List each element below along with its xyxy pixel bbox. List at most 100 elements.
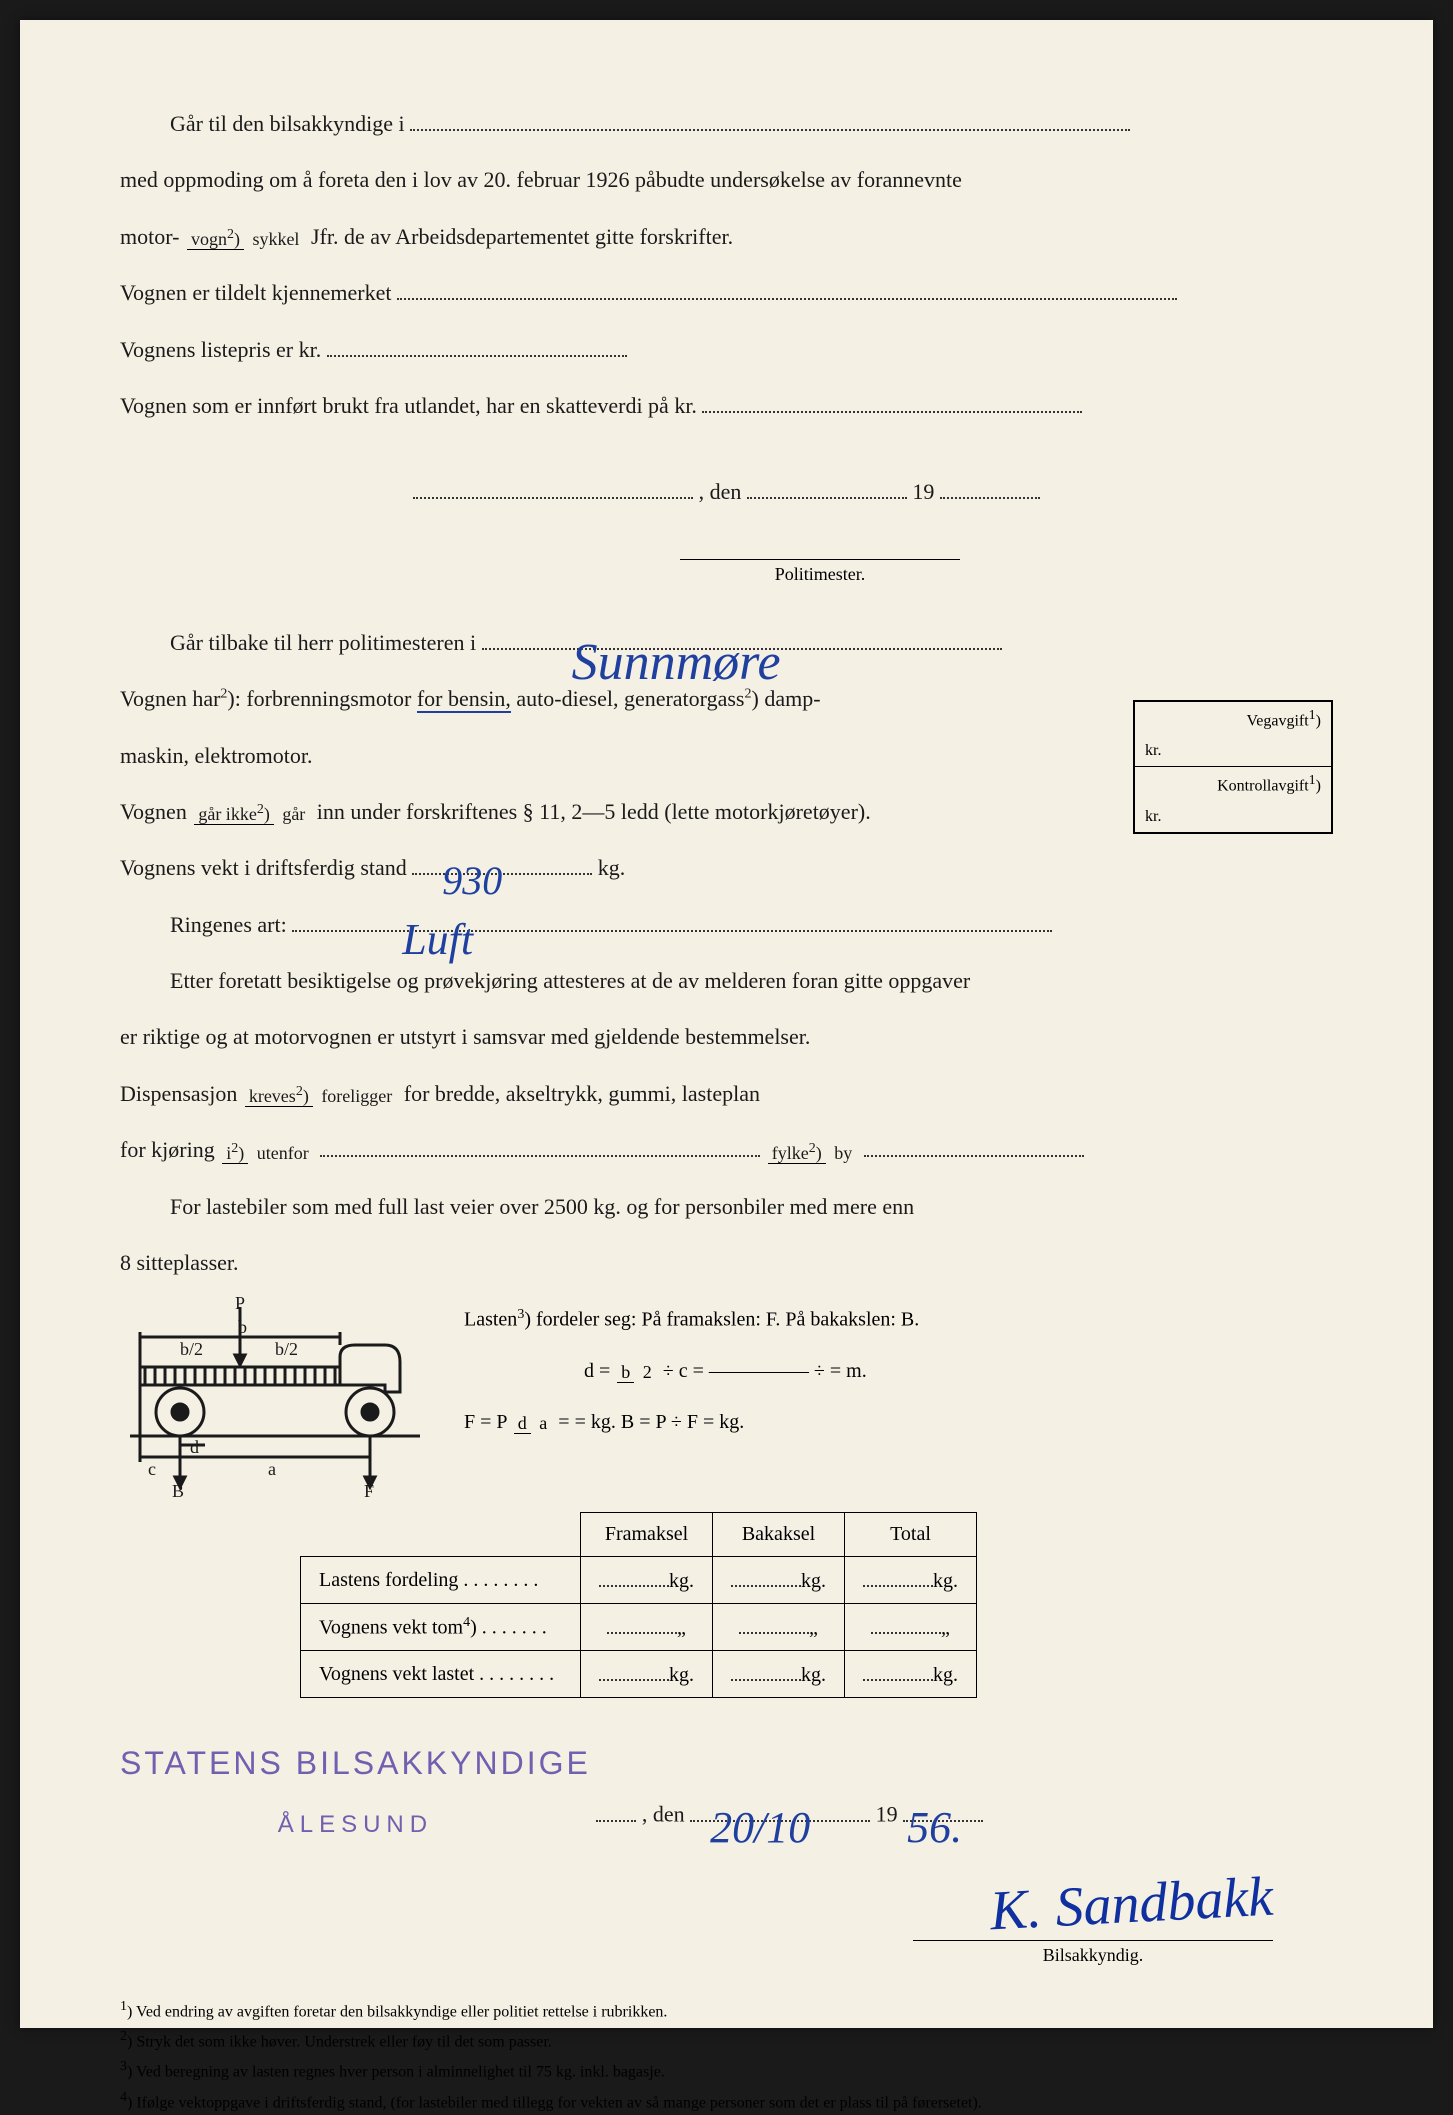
text: Ifølge vektoppgave i driftsferdig stand,… — [136, 2094, 982, 2111]
text: Ved endring av avgiften foretar den bils… — [136, 2003, 667, 2020]
table-row: Vognens vekt tom4) . . . . . . . „ „ „ — [301, 1604, 977, 1651]
text: Lasten — [464, 1309, 517, 1331]
year-field[interactable]: 56. — [903, 1798, 983, 1822]
blank-field[interactable] — [747, 475, 907, 499]
fraction-da: d a — [514, 1414, 552, 1434]
blank-field[interactable] — [864, 1133, 1084, 1157]
blank-field[interactable] — [596, 1798, 636, 1822]
text: Vegavgift — [1246, 712, 1308, 729]
unit: „ — [809, 1617, 818, 1639]
document-page: Går til den bilsakkyndige i med oppmodin… — [20, 20, 1433, 2028]
line-dispensasjon: Dispensasjon kreves2) foreligger for bre… — [120, 1070, 1333, 1118]
unit: „ — [941, 1617, 950, 1639]
blank-field[interactable] — [940, 475, 1040, 499]
blank-field[interactable] — [410, 107, 1130, 131]
row-label: Vognens vekt tom4) . . . . . . . — [301, 1604, 581, 1651]
frac-bot: foreligger — [317, 1086, 396, 1106]
val-cell[interactable]: kg. — [581, 1557, 713, 1604]
sup: 1 — [120, 1999, 127, 2014]
signature-area: K. Sandbakk Bilsakkyndig. — [120, 1872, 1333, 1966]
text: Ringenes art: — [170, 912, 287, 937]
blank-field[interactable]: Sunnmøre — [482, 626, 1002, 650]
line-lastebil-a: For lastebiler som med full last veier o… — [120, 1183, 1333, 1231]
svg-text:c: c — [148, 1459, 156, 1479]
text: , den — [699, 479, 742, 504]
vekt-field[interactable]: 930 — [412, 851, 592, 875]
row-label: Vognens vekt lastet . . . . . . . . — [301, 1651, 581, 1698]
text: ): forbrenningsmotor — [227, 686, 416, 711]
table-row: Vognens vekt lastet . . . . . . . . kg. … — [301, 1651, 977, 1698]
svg-text:a: a — [268, 1459, 276, 1479]
frac-top: fylke — [772, 1143, 809, 1163]
val-cell[interactable]: kg. — [845, 1557, 977, 1604]
handwritten-year: 56. — [907, 1780, 962, 1877]
truck-diagram: P b b/2 b/2 c d a B F — [120, 1297, 440, 1502]
val-cell[interactable]: „ — [713, 1604, 845, 1651]
kr-label: kr. — [1135, 736, 1331, 766]
text: Vognens listepris er kr. — [120, 337, 321, 362]
val-cell[interactable]: „ — [581, 1604, 713, 1651]
text: Vognen som er innført brukt fra utlandet… — [120, 393, 697, 418]
text: 19 — [876, 1802, 898, 1827]
val-cell[interactable]: kg. — [845, 1651, 977, 1698]
text: F = P — [464, 1411, 507, 1433]
kr-label: kr. — [1135, 802, 1331, 832]
val-cell[interactable]: kg. — [713, 1651, 845, 1698]
sup: 1 — [1309, 708, 1316, 723]
line-recipient: Går til den bilsakkyndige i — [120, 100, 1333, 148]
blank-field[interactable] — [702, 389, 1082, 413]
text: Jfr. de av Arbeidsdepartementet gitte fo… — [311, 224, 733, 249]
text: Dispensasjon — [120, 1081, 243, 1106]
text: Går tilbake til herr politimesteren i — [170, 630, 476, 655]
table-row: Lastens fordeling . . . . . . . . kg. kg… — [301, 1557, 977, 1604]
blank-field[interactable] — [413, 475, 693, 499]
fee-box: Vegavgift1) kr. Kontrollavgift1) kr. — [1133, 700, 1333, 834]
politimester-sig: Politimester. — [680, 559, 960, 585]
line-attest-a: Etter foretatt besiktigelse og prøvekjør… — [120, 957, 1333, 1005]
ringenes-field[interactable]: Luft — [292, 908, 1052, 932]
line-kjoring: for kjøring i2) utenfor fylke2) by — [120, 1126, 1333, 1174]
val-cell[interactable]: kg. — [713, 1557, 845, 1604]
blank-field[interactable] — [327, 332, 627, 356]
handwritten-place: Sunnmøre — [522, 606, 781, 720]
blank-field[interactable] — [320, 1133, 760, 1157]
line-motor: motor- vogn2) sykkel Jfr. de av Arbeidsd… — [120, 213, 1333, 261]
underlined-bensin: for bensin, — [417, 686, 511, 713]
line-lastebil-b: 8 sitteplasser. — [120, 1239, 1333, 1287]
blank-field[interactable] — [397, 276, 1177, 300]
svg-text:d: d — [190, 1437, 199, 1457]
text: Kontrollavgift — [1217, 778, 1309, 795]
line-kjennemerke: Vognen er tildelt kjennemerket — [120, 269, 1333, 317]
svg-text:P: P — [235, 1297, 245, 1313]
text: for bredde, akseltrykk, gummi, lasteplan — [404, 1081, 760, 1106]
fraction-kreves: kreves2) foreligger — [245, 1084, 396, 1107]
svg-text:B: B — [172, 1481, 184, 1497]
date-field[interactable]: 20/10 — [690, 1798, 870, 1822]
unit: kg. — [933, 1570, 958, 1592]
line-request: med oppmoding om å foreta den i lov av 2… — [120, 156, 1333, 204]
line-return: Går tilbake til herr politimesteren i Su… — [120, 619, 1333, 667]
text: Vognens vekt i driftsferdig stand — [120, 855, 407, 880]
unit: „ — [677, 1617, 686, 1639]
text: d = — [584, 1360, 615, 1382]
frac-top: b — [617, 1362, 634, 1383]
stamp-date-line: STATENS BILSAKKYNDIGE ÅLESUND , den 20/1… — [120, 1718, 1333, 1841]
text: ) . . . . . . . — [470, 1617, 547, 1639]
frac-bot: a — [535, 1413, 551, 1433]
sup: 1 — [1309, 773, 1316, 788]
fraction-gaar: går ikke2) går — [194, 802, 309, 825]
text: inn under forskriftenes § 11, 2—5 ledd (… — [317, 799, 871, 824]
handwritten-date: 20/10 — [710, 1780, 810, 1877]
footnote: 4) Ifølge vektoppgave i driftsferdig sta… — [120, 2087, 1333, 2115]
text: Vognen er tildelt kjennemerket — [120, 280, 391, 305]
text: for kjøring — [120, 1137, 220, 1162]
sup: 4 — [120, 2090, 127, 2105]
val-cell[interactable]: kg. — [581, 1651, 713, 1698]
kontrollavgift-label: Kontrollavgift1) — [1135, 766, 1331, 801]
frac-bot: går — [278, 804, 309, 824]
text: Går til den bilsakkyndige i — [170, 111, 405, 136]
line-listepris: Vognens listepris er kr. — [120, 326, 1333, 374]
val-cell[interactable]: „ — [845, 1604, 977, 1651]
line-skatteverdi: Vognen som er innført brukt fra utlandet… — [120, 382, 1333, 430]
frac-bot: sykkel — [248, 229, 303, 249]
